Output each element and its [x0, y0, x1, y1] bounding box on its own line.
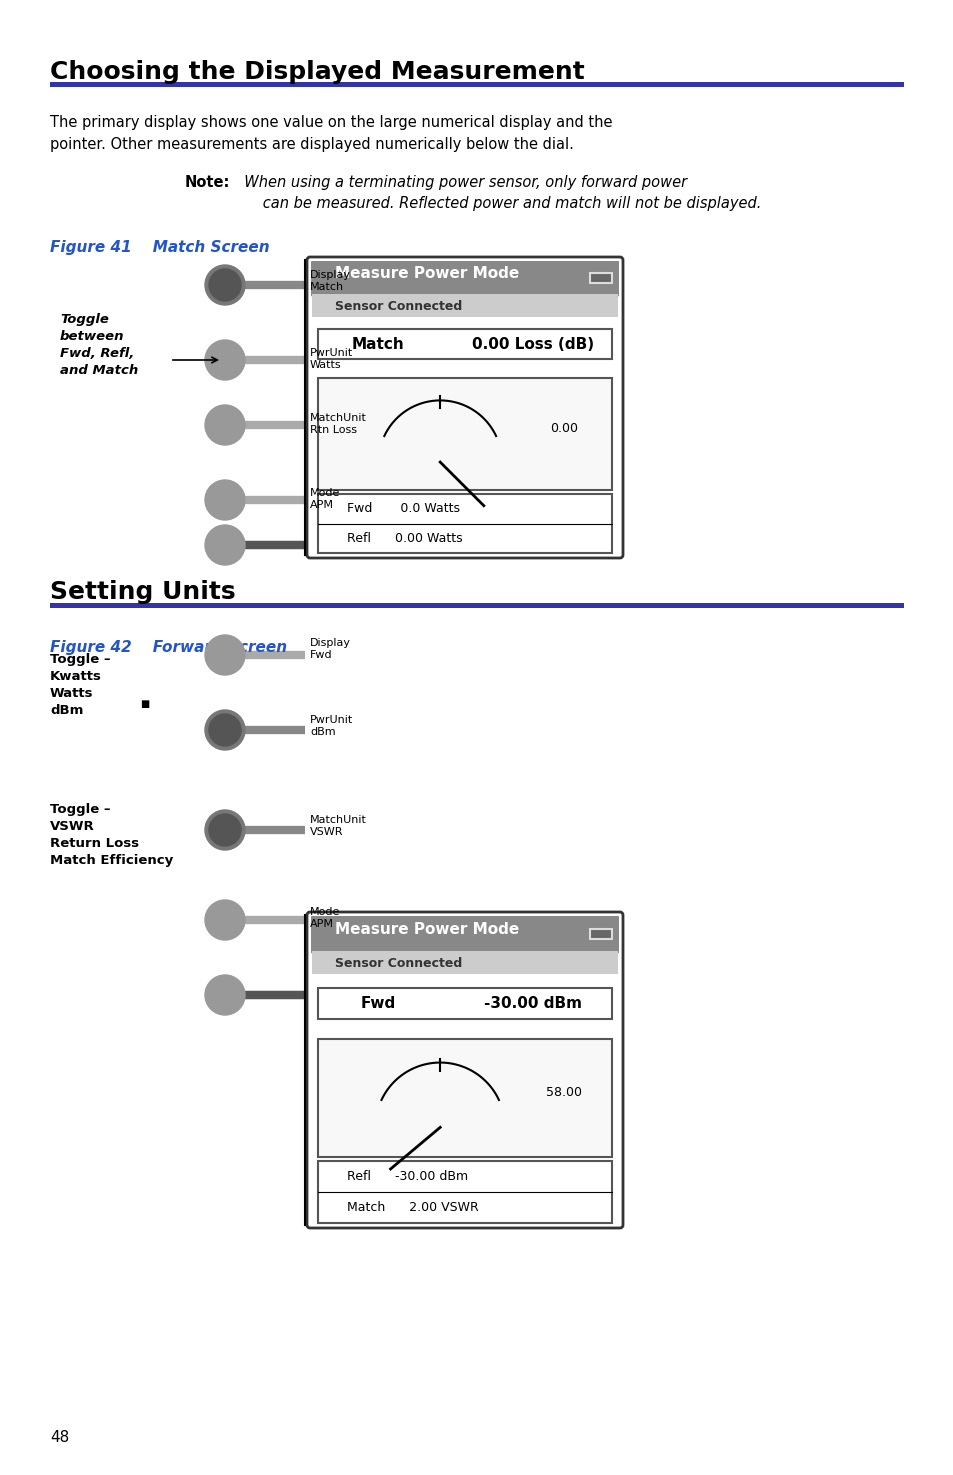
Text: Toggle –
Kwatts
Watts
dBm: Toggle – Kwatts Watts dBm: [50, 653, 111, 717]
Text: Measure Power Mode: Measure Power Mode: [335, 922, 518, 937]
Text: Refl      0.00 Watts: Refl 0.00 Watts: [347, 532, 462, 544]
Text: Fwd: Fwd: [360, 996, 395, 1010]
Text: Match: Match: [352, 336, 404, 351]
Bar: [589, 929, 612, 940]
Text: VSWR: VSWR: [310, 827, 343, 836]
Text: Sensor Connected: Sensor Connected: [335, 957, 461, 971]
Text: 0.00 Loss (dB): 0.00 Loss (dB): [472, 336, 594, 351]
Text: MatchUnit: MatchUnit: [310, 816, 367, 825]
Text: APM: APM: [310, 919, 334, 929]
Text: Refl      -30.00 dBm: Refl -30.00 dBm: [347, 1170, 468, 1183]
Text: Note:: Note:: [185, 176, 230, 190]
Text: Match      2.00 VSWR: Match 2.00 VSWR: [347, 1201, 478, 1214]
Bar: [317, 1038, 612, 1156]
Circle shape: [205, 341, 245, 381]
Bar: [317, 329, 612, 358]
Text: Figure 42    Forward Screen: Figure 42 Forward Screen: [50, 640, 287, 655]
Bar: [50, 83, 903, 87]
Text: 48: 48: [50, 1429, 70, 1445]
Text: -30.00 dBm: -30.00 dBm: [484, 996, 581, 1010]
Text: Fwd: Fwd: [310, 650, 333, 659]
Text: Setting Units: Setting Units: [50, 580, 235, 603]
Bar: [312, 951, 618, 975]
Text: Fwd       0.0 Watts: Fwd 0.0 Watts: [347, 503, 459, 515]
Text: The primary display shows one value on the large numerical display and the
point: The primary display shows one value on t…: [50, 115, 612, 152]
Text: Display: Display: [310, 270, 351, 280]
Circle shape: [205, 975, 245, 1015]
Bar: [312, 295, 618, 317]
Text: When using a terminating power sensor, only forward power
      can be measured.: When using a terminating power sensor, o…: [234, 176, 760, 211]
Bar: [317, 1161, 612, 1223]
Circle shape: [209, 268, 241, 301]
Text: Display: Display: [310, 639, 351, 648]
Circle shape: [205, 900, 245, 940]
FancyBboxPatch shape: [307, 257, 622, 558]
Text: dBm: dBm: [310, 727, 335, 738]
FancyBboxPatch shape: [307, 912, 622, 1229]
Text: Toggle –
VSWR
Return Loss
Match Efficiency: Toggle – VSWR Return Loss Match Efficien…: [50, 802, 173, 867]
Circle shape: [205, 810, 245, 850]
Circle shape: [205, 266, 245, 305]
Bar: [589, 273, 612, 283]
Circle shape: [205, 709, 245, 749]
Circle shape: [209, 714, 241, 746]
Circle shape: [205, 525, 245, 565]
Text: Measure Power Mode: Measure Power Mode: [335, 266, 518, 280]
Text: Sensor Connected: Sensor Connected: [335, 299, 461, 313]
Circle shape: [205, 406, 245, 445]
Text: ■: ■: [140, 699, 149, 709]
Bar: [317, 494, 612, 553]
Circle shape: [209, 814, 241, 847]
Bar: [317, 988, 612, 1019]
Text: MatchUnit: MatchUnit: [310, 413, 367, 423]
Bar: [50, 603, 903, 608]
Circle shape: [205, 636, 245, 676]
Bar: [317, 378, 612, 490]
Text: Figure 41    Match Screen: Figure 41 Match Screen: [50, 240, 270, 255]
Text: Watts: Watts: [310, 360, 341, 370]
Text: APM: APM: [310, 500, 334, 510]
Text: Match: Match: [310, 282, 344, 292]
FancyBboxPatch shape: [311, 261, 618, 296]
Text: Rtn Loss: Rtn Loss: [310, 425, 356, 435]
Text: 0.00: 0.00: [550, 422, 578, 435]
Text: PwrUnit: PwrUnit: [310, 715, 353, 726]
Text: PwrUnit: PwrUnit: [310, 348, 353, 358]
Circle shape: [205, 479, 245, 521]
Text: Choosing the Displayed Measurement: Choosing the Displayed Measurement: [50, 60, 584, 84]
Text: Mode: Mode: [310, 907, 340, 917]
Text: 58.00: 58.00: [546, 1086, 581, 1099]
Text: Mode: Mode: [310, 488, 340, 499]
Text: Toggle
between
Fwd, Refl,
and Match: Toggle between Fwd, Refl, and Match: [60, 313, 138, 378]
FancyBboxPatch shape: [311, 916, 618, 953]
